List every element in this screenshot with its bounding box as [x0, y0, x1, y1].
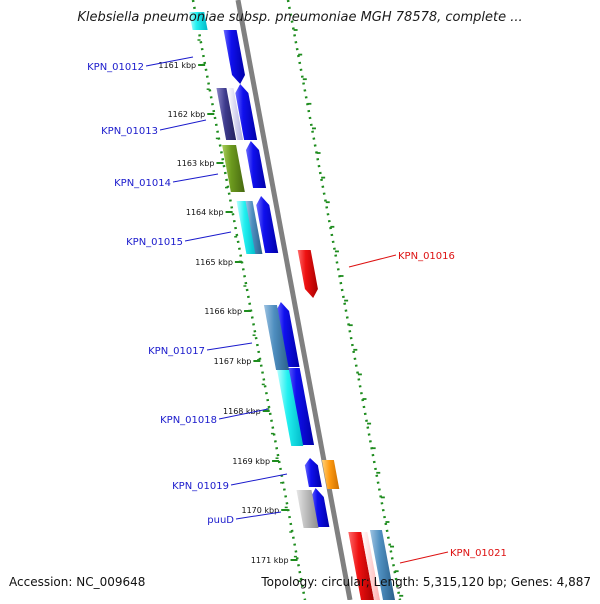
tick-label-1170-kbp: 1170 kbp — [241, 506, 279, 515]
tick-label-1165-kbp: 1165 kbp — [195, 258, 233, 267]
feature-box-kpn-01015-alt[interactable] — [245, 201, 263, 254]
cds-arrow-7[interactable] — [304, 458, 322, 487]
feature-box-kpn-01019[interactable] — [321, 460, 340, 489]
tick-label-1171-kbp: 1171 kbp — [251, 556, 289, 565]
gene-label-kpn-01018[interactable]: KPN_01018 — [160, 415, 217, 426]
kbp-tick-group: 1161 kbp 1162 kbp 1163 kbp 1164 kbp 1165 kbp… — [158, 29, 404, 597]
tick-label-1163-kbp: 1163 kbp — [177, 159, 215, 168]
gene-label-kpn-01014[interactable]: KPN_01014 — [114, 178, 171, 189]
feature-box-kpn-01013[interactable] — [216, 88, 237, 140]
tick-label-1164-kbp: 1164 kbp — [186, 208, 224, 217]
leader-line-kpn-01021 — [399, 551, 449, 564]
gene-label-kpn-01019[interactable]: KPN_01019 — [172, 481, 229, 492]
gene-label-kpn-01021[interactable]: KPN_01021 — [450, 548, 507, 559]
feature-box-kpn-01011[interactable] — [189, 12, 208, 30]
leader-line-kpn-01018 — [218, 408, 269, 420]
feature-box-kpn-01015[interactable] — [236, 201, 257, 254]
tick-label-1161-kbp: 1161 kbp — [158, 61, 196, 70]
feature-box-kpn-01021[interactable] — [369, 530, 395, 600]
gene-label-kpn-01015[interactable]: KPN_01015 — [126, 237, 183, 248]
leader-line-kpn-01015 — [184, 231, 232, 242]
leader-line-kpn-01014 — [172, 173, 219, 183]
leader-line-kpn-01017 — [206, 342, 253, 351]
cds-arrow-kpn-01021-alt[interactable] — [361, 532, 380, 600]
leader-line-kpn-01012 — [145, 56, 194, 67]
feature-box-kpn-01017[interactable] — [263, 305, 290, 370]
gene-feature-group — [189, 12, 395, 600]
cds-arrow-2[interactable] — [235, 84, 258, 140]
topology-summary: Topology: circular; Length: 5,315,120 bp… — [261, 575, 591, 589]
tick-label-1168-kbp: 1168 kbp — [223, 407, 261, 416]
cds-arrow-kpn-01021[interactable] — [348, 532, 374, 600]
leader-line-kpn-01019 — [230, 473, 288, 486]
feature-box-kpn-01014[interactable] — [222, 145, 245, 192]
tick-label-1167-kbp: 1167 kbp — [214, 357, 252, 366]
leader-line-puud — [235, 511, 282, 520]
feature-box-kpn-01018[interactable] — [277, 370, 304, 446]
gene-label-group: KPN_01012 KPN_01013 KPN_01014 KPN_01015 KPN_… — [87, 56, 507, 564]
genome-backbone — [235, 0, 353, 601]
cds-arrow-4[interactable] — [256, 196, 279, 253]
feature-box-kpn-01013-alt[interactable] — [227, 88, 244, 140]
tick-label-1166-kbp: 1166 kbp — [204, 307, 242, 316]
gene-label-kpn-01017[interactable]: KPN_01017 — [148, 346, 205, 357]
gene-label-kpn-01012[interactable]: KPN_01012 — [87, 62, 144, 73]
cds-arrow-3[interactable] — [246, 141, 267, 188]
feature-box-puud[interactable] — [296, 490, 319, 528]
leader-line-kpn-01013 — [159, 119, 207, 131]
cds-arrow-kpn-01016[interactable] — [297, 250, 318, 298]
gene-label-kpn-01013[interactable]: KPN_01013 — [101, 126, 158, 137]
cds-arrow-1[interactable] — [223, 30, 245, 84]
tick-label-1162-kbp: 1162 kbp — [168, 110, 206, 119]
cds-arrow-6[interactable] — [286, 368, 315, 445]
tick-label-1169-kbp: 1169 kbp — [232, 457, 270, 466]
map-title: Klebsiella pneumoniae subsp. pneumoniae … — [77, 10, 523, 25]
gene-label-puud[interactable]: puuD — [207, 515, 234, 526]
accession-text: Accession: NC_009648 — [9, 575, 146, 589]
gene-label-kpn-01016[interactable]: KPN_01016 — [398, 251, 455, 262]
leader-line-kpn-01016 — [348, 254, 397, 268]
cds-arrow-5[interactable] — [276, 302, 300, 367]
